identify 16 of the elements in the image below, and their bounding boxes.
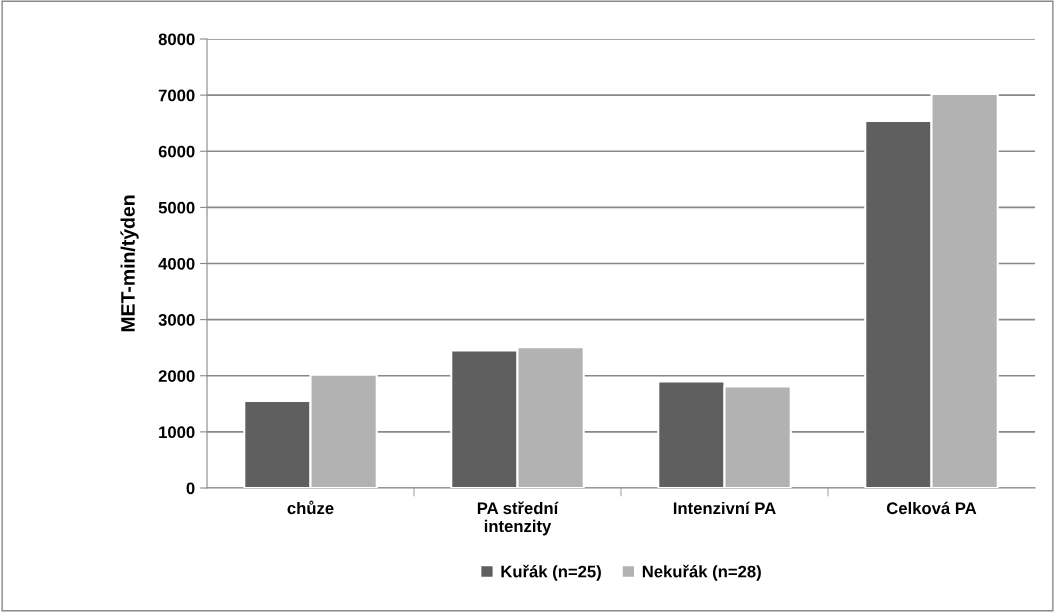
- y-tick-label: 1000: [159, 426, 195, 439]
- y-tick-label: 6000: [158, 145, 195, 158]
- x-tick-label: chůze: [287, 500, 334, 515]
- y-tick-label: 0: [186, 482, 195, 495]
- legend-label: Kuřák (n=25): [501, 564, 601, 581]
- y-tick-label: 7000: [158, 89, 195, 102]
- x-tick-label: Celková PA: [886, 501, 977, 515]
- y-axis-title: MET-min/týden: [120, 195, 139, 332]
- x-tick-label: Intenzivní PA: [673, 501, 776, 515]
- y-tick-label: 2000: [158, 370, 195, 382]
- y-tick-label: 4000: [158, 257, 195, 270]
- y-tick-label: 8000: [158, 33, 195, 46]
- y-tick-label: 5000: [158, 201, 195, 214]
- y-tick-label: 3000: [158, 314, 195, 326]
- legend-label: Nekuřák (n=28): [642, 564, 761, 581]
- x-tick-label: PA střední intenzity: [477, 501, 559, 536]
